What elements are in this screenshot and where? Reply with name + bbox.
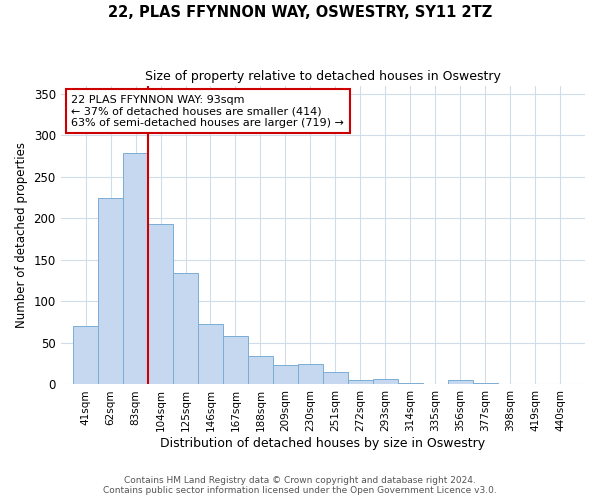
Y-axis label: Number of detached properties: Number of detached properties (15, 142, 28, 328)
Bar (98, 198, 123, 384)
Text: 22 PLAS FFYNNON WAY: 93sqm
← 37% of detached houses are smaller (414)
63% of sem: 22 PLAS FFYNNON WAY: 93sqm ← 37% of deta… (71, 94, 344, 128)
Bar (373, 378, 398, 384)
Bar (123, 153, 148, 384)
Bar (148, 224, 173, 384)
Bar (298, 364, 323, 384)
Title: Size of property relative to detached houses in Oswestry: Size of property relative to detached ho… (145, 70, 501, 83)
Bar (198, 324, 223, 384)
Text: 22, PLAS FFYNNON WAY, OSWESTRY, SY11 2TZ: 22, PLAS FFYNNON WAY, OSWESTRY, SY11 2TZ (108, 5, 492, 20)
Bar (473, 383, 497, 384)
Bar (248, 356, 273, 384)
Bar (398, 383, 423, 384)
Bar (448, 380, 473, 384)
Bar (173, 273, 198, 384)
Bar (223, 336, 248, 384)
Bar (348, 380, 373, 384)
Text: Contains HM Land Registry data © Crown copyright and database right 2024.
Contai: Contains HM Land Registry data © Crown c… (103, 476, 497, 495)
X-axis label: Distribution of detached houses by size in Oswestry: Distribution of detached houses by size … (160, 437, 485, 450)
Bar (323, 372, 348, 384)
Bar (73, 326, 98, 384)
Bar (273, 366, 298, 384)
